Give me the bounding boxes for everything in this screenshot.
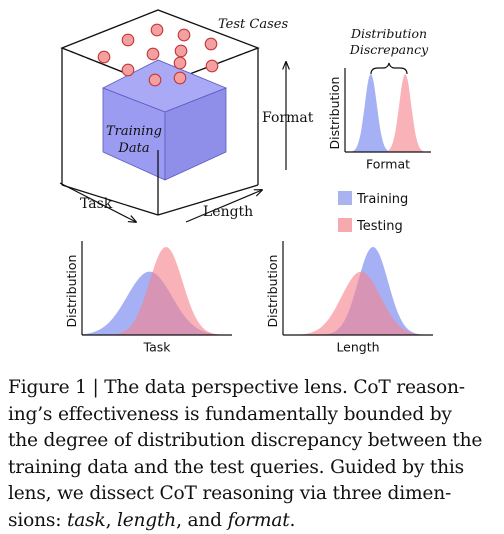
test-case-dot bbox=[205, 38, 217, 50]
test-cases-label: Test Cases bbox=[218, 17, 288, 32]
test-case-dot bbox=[206, 60, 218, 72]
legend-swatch-training bbox=[338, 191, 352, 205]
test-case-dot bbox=[149, 74, 161, 86]
x-axis-label: Format bbox=[366, 157, 410, 172]
test-case-dot bbox=[151, 24, 163, 36]
x-axis-label: Length bbox=[336, 340, 379, 355]
y-axis-label: Distribution bbox=[265, 255, 280, 328]
discrepancy-title-line1: Distribution bbox=[350, 26, 427, 41]
length-axis-label: Length bbox=[203, 204, 253, 220]
caption-text: . bbox=[290, 510, 296, 531]
distribution-training bbox=[345, 74, 431, 152]
test-case-dot bbox=[122, 34, 134, 46]
x-axis-label: Task bbox=[143, 340, 172, 355]
distribution-testing bbox=[82, 247, 232, 335]
task-axis-label: Task bbox=[80, 196, 113, 212]
caption-line: Figure 1 | The data perspective lens. Co… bbox=[8, 375, 498, 402]
task-distribution-chart: Task Distribution bbox=[64, 241, 232, 355]
discrepancy-brace bbox=[371, 63, 407, 74]
figure-caption: Figure 1 | The data perspective lens. Co… bbox=[8, 375, 498, 534]
training-data-label-line2: Data bbox=[117, 141, 149, 156]
test-case-dots bbox=[98, 24, 218, 86]
data-cube: Test Cases Training Data bbox=[62, 10, 288, 215]
format-axis-label: Format bbox=[262, 110, 314, 126]
caption-italic-length: length bbox=[117, 510, 176, 531]
test-case-dot bbox=[147, 48, 159, 60]
caption-text: , and bbox=[176, 510, 228, 531]
test-case-dot bbox=[122, 64, 134, 76]
training-data-label-line1: Training bbox=[106, 124, 162, 139]
discrepancy-title-line2: Discrepancy bbox=[349, 42, 429, 57]
caption-line: training data and the test queries. Guid… bbox=[8, 455, 498, 482]
test-case-dot bbox=[174, 72, 186, 84]
caption-line-last: sions: task, length, and format. bbox=[8, 508, 498, 534]
test-case-dot bbox=[98, 51, 110, 63]
test-case-dot bbox=[178, 29, 190, 41]
legend-swatch-testing bbox=[338, 218, 352, 232]
figure: Test Cases Training Data Format Task Len… bbox=[0, 0, 504, 370]
caption-text: , bbox=[106, 510, 117, 531]
caption-line: ing’s effectiveness is fundamentally bou… bbox=[8, 402, 498, 429]
caption-line: the degree of distribution discrepancy b… bbox=[8, 428, 498, 455]
format-distribution-chart: Format Distribution bbox=[327, 68, 431, 172]
test-case-dot bbox=[175, 45, 187, 57]
distribution-testing bbox=[283, 272, 433, 335]
legend-label-testing: Testing bbox=[356, 219, 403, 234]
legend: Training Testing bbox=[338, 191, 408, 234]
y-axis-label: Distribution bbox=[64, 255, 79, 328]
test-case-dot bbox=[174, 57, 186, 69]
caption-text: sions: bbox=[8, 510, 67, 531]
caption-line: lens, we dissect CoT reasoning via three… bbox=[8, 481, 498, 508]
distribution-testing bbox=[345, 74, 431, 152]
length-distribution-chart: Length Distribution bbox=[265, 241, 433, 355]
caption-italic-task: task bbox=[67, 510, 106, 531]
caption-italic-format: format bbox=[228, 510, 290, 531]
legend-label-training: Training bbox=[356, 192, 408, 207]
y-axis-label: Distribution bbox=[327, 77, 342, 150]
